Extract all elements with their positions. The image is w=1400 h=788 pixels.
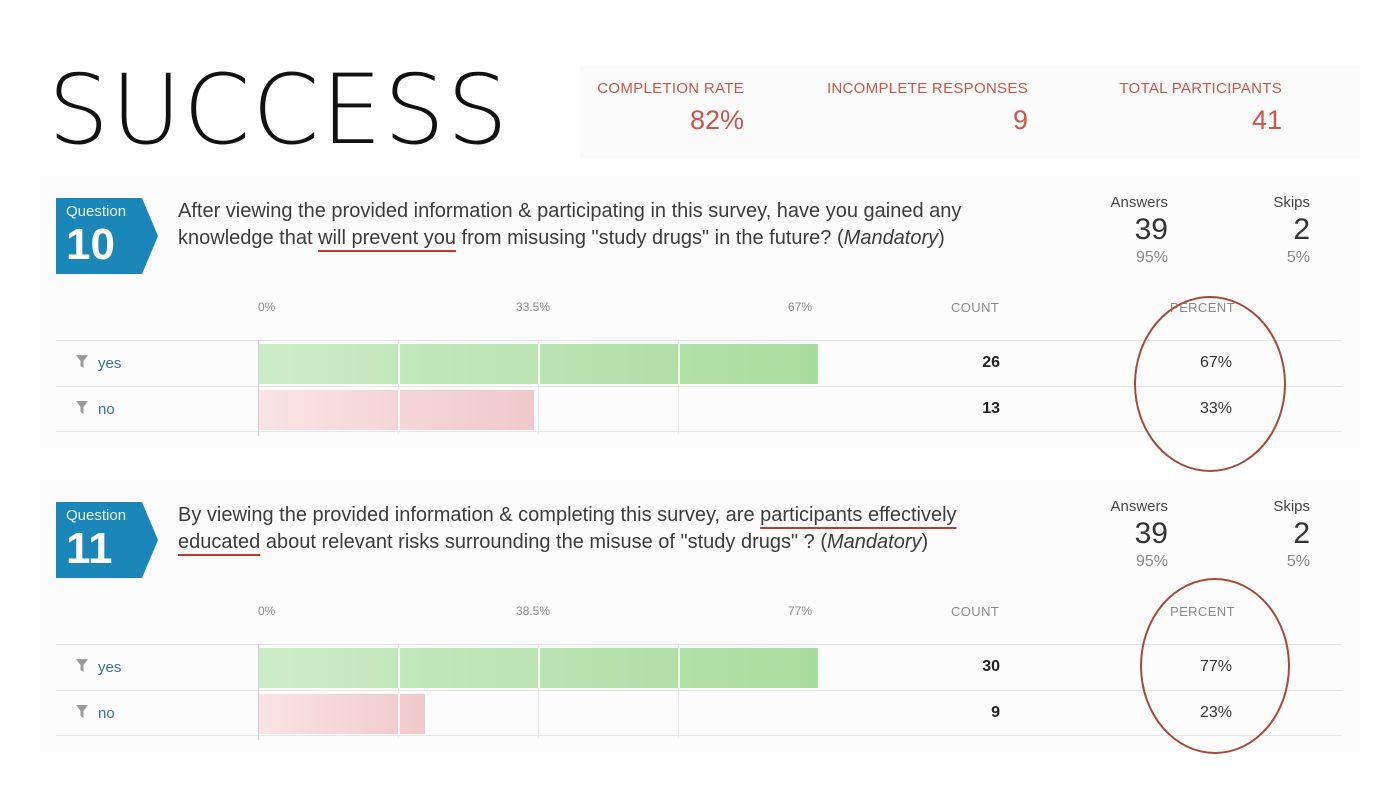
bar-separator <box>538 344 540 384</box>
stat-completion-rate: COMPLETION RATE 82% <box>580 66 744 136</box>
grid-line <box>538 386 539 434</box>
answer-label[interactable]: no <box>98 401 115 418</box>
annotation-circle <box>1134 296 1286 472</box>
skips-value: 2 <box>1293 517 1310 550</box>
filter-icon[interactable] <box>76 705 88 719</box>
question-text-underlined: participants effectively educated <box>178 504 957 553</box>
axis-tick-label: 33.5% <box>516 300 551 314</box>
question-number: 10 <box>66 220 115 269</box>
answers-summary: Answers 39 95% <box>1080 498 1168 571</box>
answer-row[interactable]: no 9 23% <box>56 690 1342 738</box>
stat-incomplete-responses: INCOMPLETE RESPONSES 9 <box>780 66 1028 136</box>
answer-count: 30 <box>982 658 1000 675</box>
answers-label: Answers <box>1110 194 1168 211</box>
badge-shape <box>56 198 158 274</box>
response-bar <box>258 390 534 430</box>
count-header: COUNT <box>951 604 1000 619</box>
bar-separator <box>398 694 400 734</box>
answers-summary: Answers 39 95% <box>1080 194 1168 267</box>
answer-label[interactable]: no <box>98 705 115 722</box>
answer-count: 26 <box>982 354 1000 371</box>
answer-count: 9 <box>991 704 1000 721</box>
headline: SUCCESS <box>48 54 510 166</box>
bar-separator <box>398 344 400 384</box>
stat-value: 82% <box>689 105 744 135</box>
question-text-part: By viewing the provided information & co… <box>178 504 761 526</box>
survey-summary: COMPLETION RATE 82% INCOMPLETE RESPONSES… <box>580 66 1360 158</box>
answers-value: 39 <box>1134 517 1168 550</box>
question-word: Question <box>66 203 127 220</box>
bar-track <box>258 690 818 738</box>
question-text-part: from misusing "study drugs" in the futur… <box>455 227 844 249</box>
stat-value: 41 <box>1251 105 1282 135</box>
axis-line <box>258 644 259 740</box>
question-text-part: After viewing the provided information &… <box>178 200 962 249</box>
skips-label: Skips <box>1273 194 1310 211</box>
skips-summary: Skips 2 5% <box>1240 194 1310 267</box>
answer-label[interactable]: yes <box>98 355 122 372</box>
answers-percent: 95% <box>1135 249 1168 266</box>
skips-summary: Skips 2 5% <box>1240 498 1310 571</box>
answers-value: 39 <box>1134 213 1168 246</box>
skips-label: Skips <box>1273 498 1310 515</box>
bar-track <box>258 386 818 434</box>
grid-line <box>678 386 679 434</box>
grid-line <box>538 690 539 738</box>
skips-percent: 5% <box>1286 553 1310 570</box>
stat-label: COMPLETION RATE <box>597 80 744 97</box>
stat-label: INCOMPLETE RESPONSES <box>826 80 1028 97</box>
annotation-circle <box>1140 578 1290 754</box>
question-text-part: about relevant risks surrounding the mis… <box>260 531 827 553</box>
question-text-underlined: will prevent you <box>318 227 456 249</box>
question-text-part: ) <box>921 531 929 553</box>
question-panel: Question 11 By viewing the provided inform… <box>40 480 1360 752</box>
question-badge: Question 10 <box>56 198 158 274</box>
bar-separator <box>398 390 400 430</box>
bar-separator <box>538 648 540 688</box>
answer-label[interactable]: yes <box>98 659 122 676</box>
axis-tick-label: 77% <box>788 604 813 618</box>
answers-percent: 95% <box>1135 553 1168 570</box>
bar-separator <box>398 648 400 688</box>
answer-count: 13 <box>982 400 1000 417</box>
answers-label: Answers <box>1110 498 1168 515</box>
answer-row[interactable]: yes 26 67% <box>56 340 1342 388</box>
axis-tick-label: 67% <box>788 300 813 314</box>
filter-icon[interactable] <box>76 659 88 673</box>
axis-tick-label: 0% <box>258 604 276 618</box>
answer-row[interactable]: no 13 33% <box>56 386 1342 434</box>
bar-separator <box>678 344 680 384</box>
grid-line <box>678 690 679 738</box>
question-badge: Question 11 <box>56 502 158 578</box>
axis-tick-label: 38.5% <box>516 604 551 618</box>
question-text-mandatory: Mandatory <box>827 531 922 553</box>
question-text-part: ) <box>938 227 945 249</box>
skips-value: 2 <box>1293 213 1310 246</box>
bar-separator <box>678 648 680 688</box>
answer-row[interactable]: yes 30 77% <box>56 644 1342 692</box>
stat-total-participants: TOTAL PARTICIPANTS 41 <box>1060 66 1282 136</box>
skips-percent: 5% <box>1286 249 1310 266</box>
stat-value: 9 <box>1012 105 1028 135</box>
axis-tick-label: 0% <box>258 300 276 314</box>
question-panel: Question 10 After viewing the provided inf… <box>40 176 1360 448</box>
bar-track <box>258 644 818 692</box>
response-bar <box>258 694 425 734</box>
axis-line <box>258 340 259 436</box>
question-text-mandatory: Mandatory <box>843 227 939 249</box>
filter-icon[interactable] <box>76 401 88 415</box>
bar-track <box>258 340 818 388</box>
question-word: Question <box>66 507 127 524</box>
stat-label: TOTAL PARTICIPANTS <box>1119 80 1282 97</box>
question-number: 11 <box>66 524 113 573</box>
filter-icon[interactable] <box>76 355 88 369</box>
question-text: After viewing the provided information &… <box>178 198 1038 252</box>
question-text: By viewing the provided information & co… <box>178 502 1038 556</box>
badge-shape <box>56 502 158 578</box>
count-header: COUNT <box>951 300 1000 315</box>
